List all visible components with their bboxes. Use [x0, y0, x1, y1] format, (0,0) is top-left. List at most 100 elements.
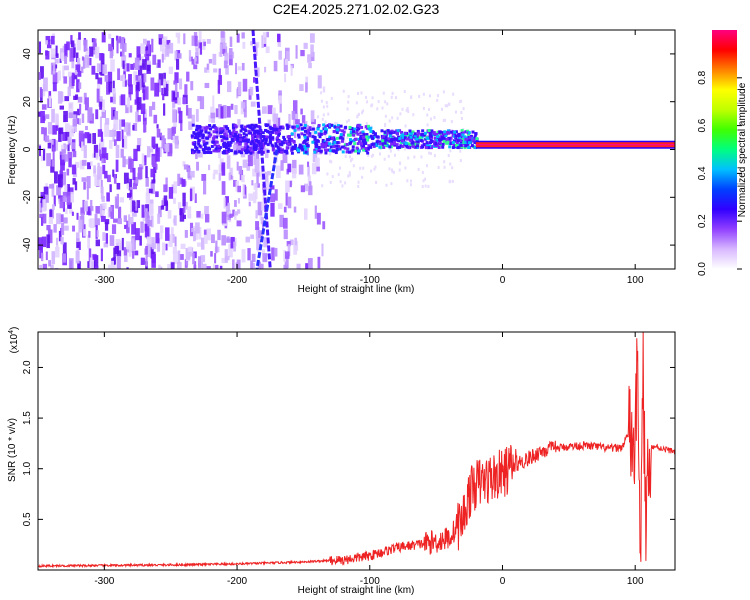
- signal-band-cell: [246, 150, 250, 154]
- spectrogram-noise-cell: [53, 171, 58, 184]
- spectrogram-noise-cell: [183, 214, 187, 220]
- spectrogram-noise-cell: [185, 248, 191, 260]
- signal-band-cell: [378, 145, 382, 149]
- spectrogram-noise-cell: [267, 170, 271, 176]
- spectrogram-noise-cell: [388, 167, 391, 171]
- spectrogram-noise-cell: [259, 263, 264, 269]
- spectrogram-noise-cell: [106, 81, 109, 95]
- signal-band-cell: [343, 143, 347, 147]
- signal-band-cell: [362, 144, 366, 148]
- spectrogram-noise-cell: [221, 257, 225, 264]
- spectrogram-noise-cell: [285, 192, 288, 206]
- signal-band-cell: [391, 137, 395, 141]
- spectrogram-noise-cell: [142, 59, 147, 70]
- signal-band-cell: [421, 145, 425, 149]
- signal-band-cell: [253, 131, 257, 135]
- spectrogram-noise-cell: [376, 137, 379, 141]
- signal-band-cell: [314, 141, 318, 145]
- signal-band-cell: [303, 139, 307, 143]
- signal-band-cell: [271, 145, 275, 149]
- signal-band-cell: [405, 144, 409, 148]
- spectrogram-noise-cell: [177, 35, 181, 44]
- spectrogram-noise-cell: [131, 222, 137, 235]
- spectrogram-noise-cell: [212, 95, 215, 109]
- signal-band-cell: [416, 133, 420, 137]
- signal-band-cell: [222, 144, 226, 148]
- spectrogram-noise-cell: [133, 62, 136, 68]
- spectrogram-noise-cell: [132, 182, 137, 190]
- spectrogram-noise-cell: [126, 63, 130, 72]
- spectrogram-noise-cell: [99, 96, 103, 106]
- spectrogram-noise-cell: [304, 208, 308, 220]
- spectrogram-noise-cell: [51, 33, 56, 38]
- signal-band-cell: [464, 144, 468, 148]
- signal-band-cell: [233, 132, 237, 136]
- signal-band-cell: [473, 141, 477, 145]
- spectrogram-noise-cell: [148, 203, 154, 216]
- signal-band-cell: [407, 146, 411, 150]
- spectrogram-noise-cell: [111, 224, 117, 234]
- spectrogram-noise-cell: [133, 201, 138, 211]
- spectrogram-noise-cell: [62, 252, 67, 263]
- signal-band-cell: [413, 134, 417, 138]
- spectrogram-noise-cell: [314, 205, 317, 219]
- spectrogram-noise-cell: [94, 266, 99, 269]
- spectrogram-noise-cell: [241, 102, 246, 109]
- spectrogram-noise-cell: [63, 76, 68, 84]
- spectrogram-noise-cell: [59, 196, 65, 209]
- colorbar-tick-label: 0.8: [697, 70, 708, 84]
- signal-band-cell: [467, 141, 471, 145]
- signal-band-cell: [278, 142, 282, 146]
- spectrogram-noise-cell: [66, 168, 70, 176]
- spectrogram-noise-cell: [211, 116, 216, 123]
- spectrogram-noise-cell: [224, 52, 229, 64]
- signal-band-cell: [390, 142, 394, 146]
- spectrogram-noise-cell: [103, 242, 109, 248]
- spectrogram-noise-cell: [121, 129, 124, 140]
- spectrogram-noise-cell: [107, 71, 113, 84]
- spectrogram-noise-cell: [135, 90, 139, 104]
- spectrogram-noise-cell: [63, 217, 68, 224]
- spectrogram-noise-cell: [95, 72, 99, 80]
- signal-band-cell: [265, 135, 269, 139]
- signal-band-cell: [375, 135, 379, 139]
- signal-band-cell: [215, 135, 219, 139]
- spectrogram-noise-cell: [93, 165, 96, 174]
- spectrogram-noise-cell: [102, 64, 107, 74]
- signal-band-cell: [339, 124, 343, 128]
- spectrogram-noise-cell: [334, 121, 337, 125]
- signal-band-cell: [427, 128, 431, 132]
- spectrogram-noise-cell: [137, 97, 142, 110]
- signal-band-cell: [243, 125, 247, 129]
- signal-band-cell: [250, 140, 254, 144]
- signal-band-cell: [303, 135, 307, 139]
- spectrogram-noise-cell: [262, 147, 266, 153]
- signal-band-cell: [252, 147, 256, 151]
- spectrogram-noise-cell: [163, 184, 168, 193]
- signal-band-cell: [221, 135, 225, 139]
- signal-band-cell: [346, 133, 350, 137]
- signal-band-cell: [243, 146, 247, 150]
- signal-band-cell: [443, 130, 447, 134]
- spectrogram-noise-cell: [291, 168, 297, 179]
- signal-band-cell: [244, 151, 248, 155]
- signal-band-cell: [286, 126, 290, 130]
- signal-band-cell: [415, 145, 419, 149]
- signal-band-cell: [409, 132, 413, 136]
- signal-band-cell: [429, 145, 433, 149]
- spectrogram-noise-cell: [95, 152, 99, 160]
- spectrogram-noise-cell: [406, 107, 409, 111]
- signal-band-cell: [400, 139, 404, 143]
- spectrogram-noise-cell: [347, 118, 350, 122]
- spectrogram-noise-cell: [119, 197, 124, 203]
- spectrogram-noise-cell: [65, 131, 70, 141]
- spectrogram-noise-cell: [67, 136, 72, 144]
- signal-band-cell: [287, 138, 291, 142]
- signal-band-cell: [357, 137, 361, 141]
- spectrogram-noise-cell: [90, 199, 93, 209]
- spectrogram-noise-cell: [114, 111, 119, 120]
- spectrogram-noise-cell: [151, 38, 154, 53]
- spectrogram-noise-cell: [156, 63, 159, 68]
- signal-band-cell: [196, 136, 200, 140]
- snr-series-line: [38, 332, 675, 569]
